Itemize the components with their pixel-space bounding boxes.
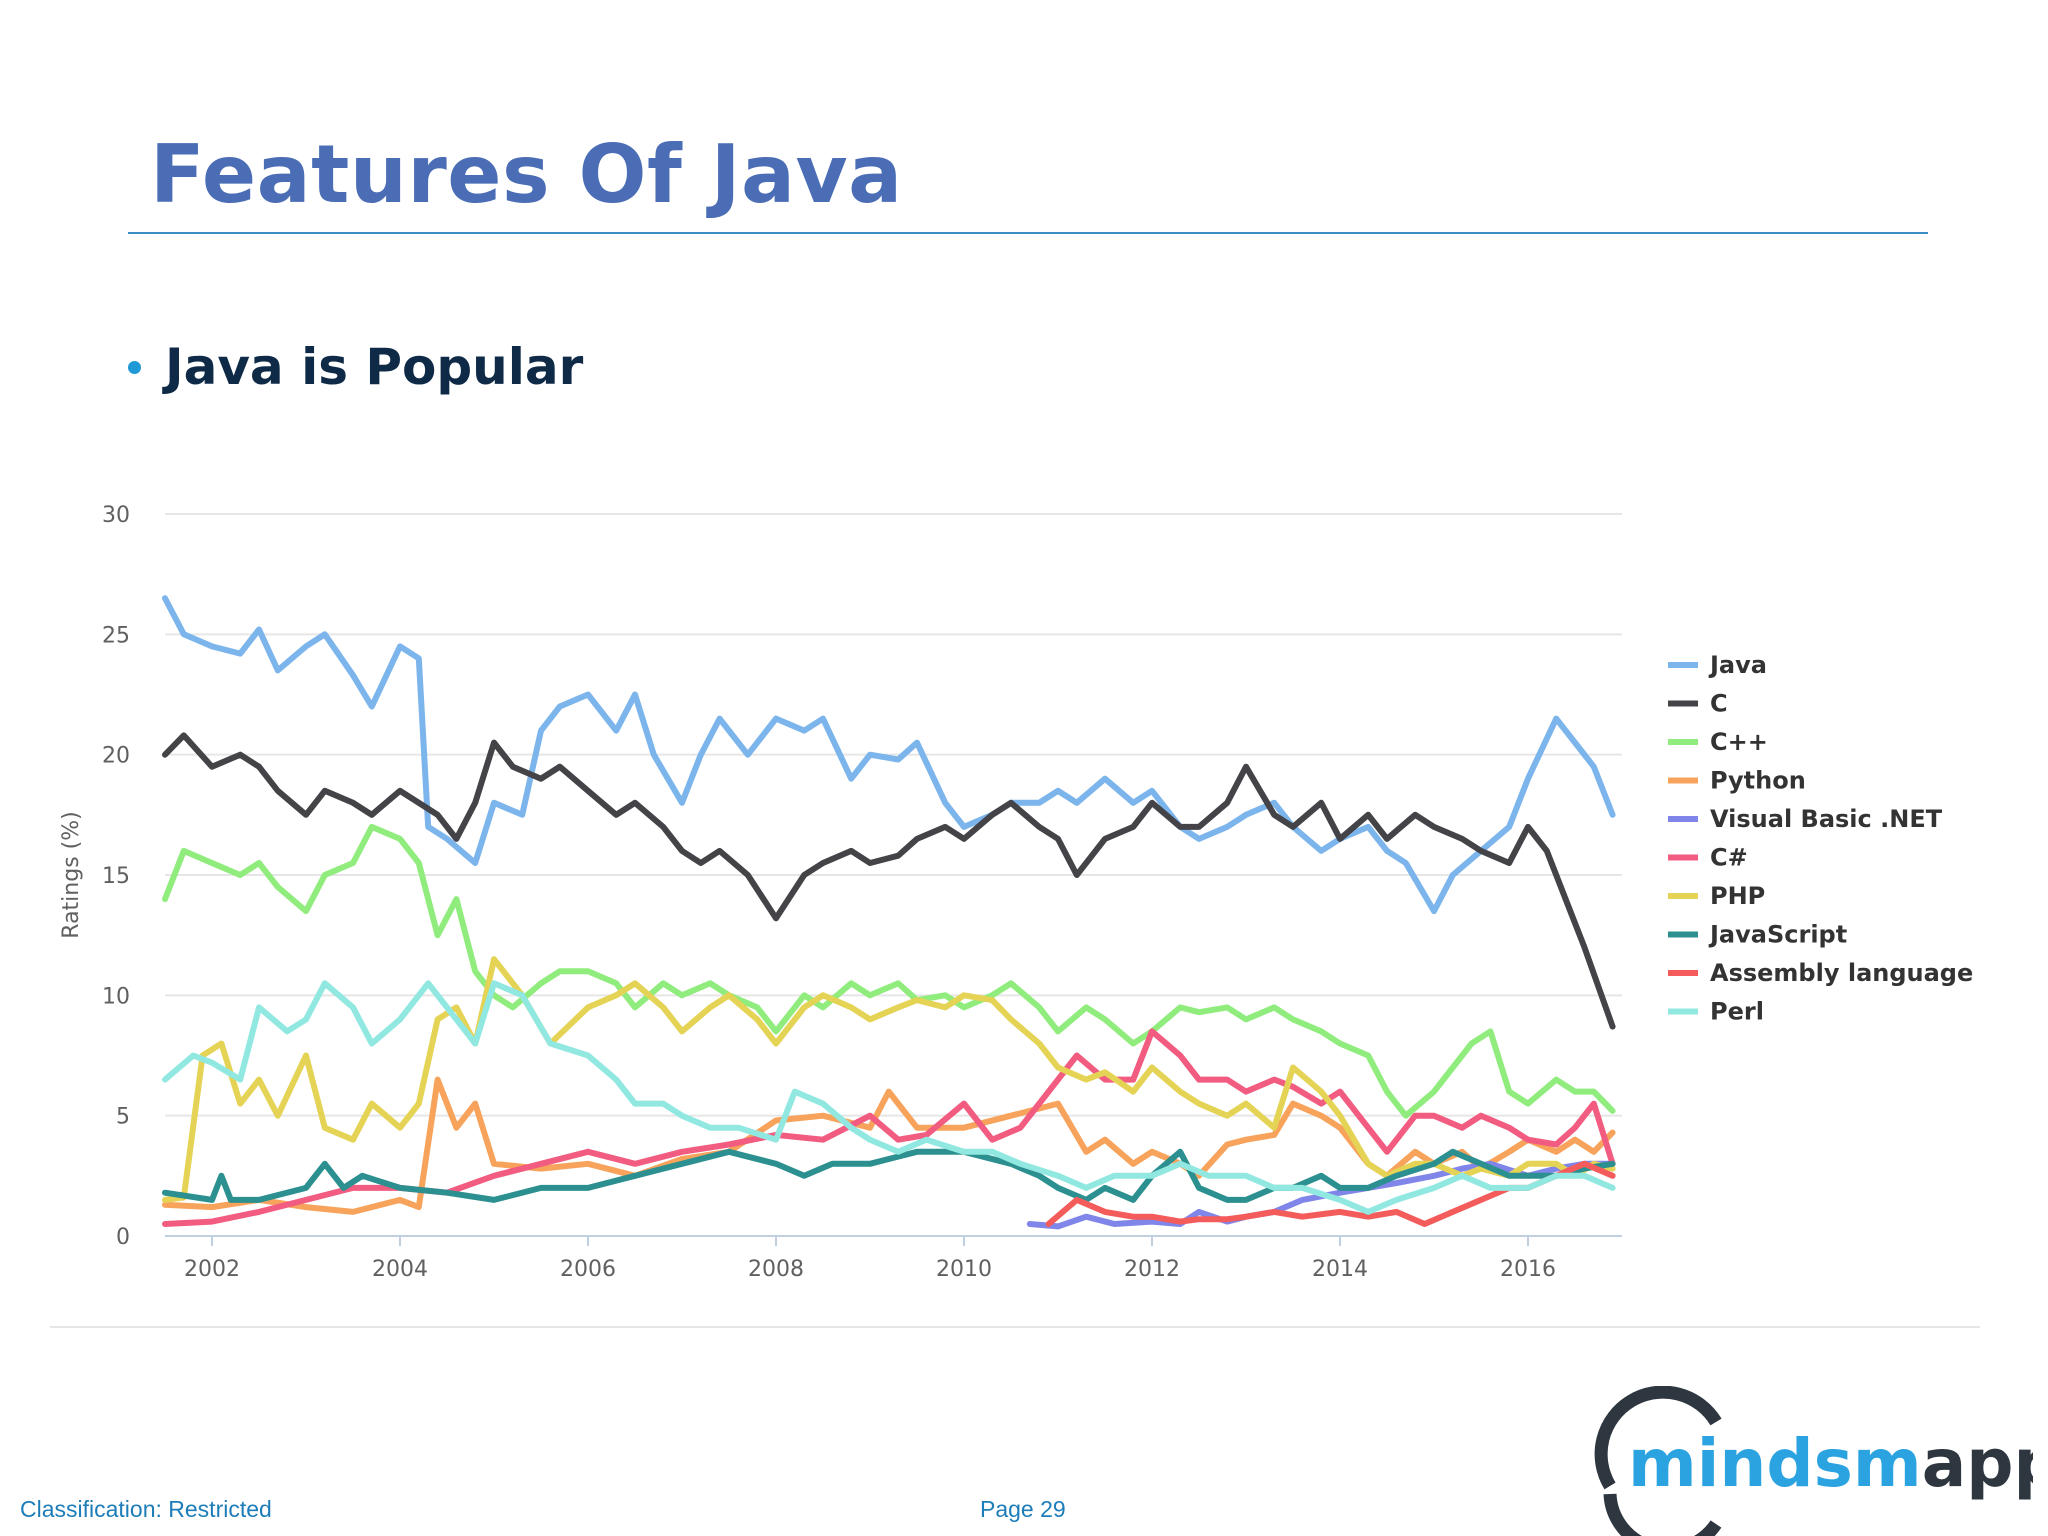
x-tick-label: 2006 [560, 1257, 616, 1282]
x-tick-label: 2014 [1312, 1257, 1368, 1282]
bullet-item: Java is Popular [128, 338, 583, 396]
title-divider [128, 232, 1928, 234]
legend-item-label: Assembly language [1710, 959, 1973, 987]
footer-classification: Classification: Restricted [20, 1496, 272, 1522]
legend-item-label: C [1710, 690, 1728, 718]
logo-wordmark: mindsmapped [1628, 1425, 2033, 1502]
series-line-perl [162, 980, 1616, 1215]
x-tick-label: 2008 [748, 1257, 804, 1282]
logo-ring-bottom-arc [1603, 1493, 1722, 1536]
legend-item-label: C# [1710, 844, 1748, 872]
legend-item-label: PHP [1710, 882, 1765, 910]
legend-item-label: Visual Basic .NET [1710, 805, 1943, 833]
y-tick-label: 30 [102, 503, 130, 528]
y-tick-label: 5 [116, 1105, 130, 1130]
x-tick-label: 2004 [372, 1257, 428, 1282]
logo-ring-top-arc [1594, 1386, 1722, 1490]
y-tick-label: 20 [102, 744, 130, 769]
logo-text-dark: apped [1922, 1425, 2033, 1502]
series-line-java [162, 595, 1616, 915]
series-line-c [162, 732, 1616, 1030]
x-tick-label: 2016 [1500, 1257, 1556, 1282]
y-tick-label: 15 [102, 864, 130, 889]
y-tick-label: 10 [102, 984, 130, 1009]
x-tick-label: 2012 [1124, 1257, 1180, 1282]
legend-item-label: Perl [1710, 998, 1764, 1026]
slide-title: Features Of Java [150, 128, 903, 221]
legend-item-label: Python [1710, 767, 1806, 795]
chart-bottom-border [50, 1326, 1980, 1328]
x-tick-label: 2002 [184, 1257, 240, 1282]
logo-text-light: minds [1628, 1425, 1853, 1502]
series-line-c [162, 823, 1616, 1119]
bullet-dot-icon [128, 360, 141, 374]
series-line-javascript [162, 1148, 1616, 1203]
legend-item-label: JavaScript [1708, 921, 1847, 949]
legend-item-label: C++ [1710, 728, 1768, 756]
bullet-text: Java is Popular [165, 338, 584, 396]
series-line-c [162, 1028, 1616, 1227]
legend-item-label: Java [1708, 651, 1767, 679]
line-chart: 0 5 10 15 20 25 30 2002 2004 2006 2008 2010 2012 2014… [59, 503, 1973, 1282]
series-line-php [162, 956, 1616, 1203]
mindsmapped-logo: mindsmapped [1594, 1386, 2033, 1536]
x-tick-label: 2010 [936, 1257, 992, 1282]
y-tick-label: 0 [116, 1225, 130, 1250]
logo-text-mid: m [1853, 1425, 1922, 1502]
footer-page-number: Page 29 [980, 1496, 1066, 1522]
y-tick-label: 25 [102, 623, 130, 648]
y-axis-label: Ratings (%) [59, 811, 84, 938]
